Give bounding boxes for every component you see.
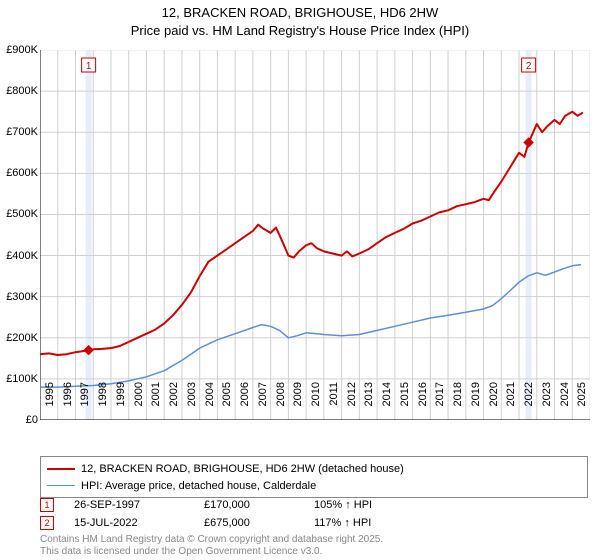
chart-container: 12, BRACKEN ROAD, BRIGHOUSE, HD6 2HW Pri… — [0, 0, 600, 560]
x-tick-label: 2014 — [381, 382, 393, 422]
y-tick-label: £700K — [0, 126, 38, 138]
x-tick-label: 1998 — [97, 382, 109, 422]
chart-svg: 12 — [40, 50, 590, 420]
svg-text:2: 2 — [526, 61, 532, 72]
event-marker-1: 1 — [40, 498, 54, 512]
x-tick-label: 2021 — [505, 382, 517, 422]
event-marker-2-num: 2 — [44, 518, 49, 528]
x-tick-label: 1996 — [62, 382, 74, 422]
y-tick-label: £900K — [0, 44, 38, 56]
event-date-2: 15-JUL-2022 — [74, 517, 204, 529]
legend-swatch-price — [47, 468, 75, 470]
legend: 12, BRACKEN ROAD, BRIGHOUSE, HD6 2HW (de… — [40, 456, 588, 498]
x-tick-label: 2017 — [434, 382, 446, 422]
event-price-2: £675,000 — [204, 517, 314, 529]
y-tick-label: £200K — [0, 332, 38, 344]
x-tick-label: 2020 — [488, 382, 500, 422]
x-tick-label: 2008 — [275, 382, 287, 422]
event-hpi-1: 105% ↑ HPI — [314, 499, 372, 511]
footer-line-1: Contains HM Land Registry data © Crown c… — [40, 534, 383, 546]
x-tick-label: 2011 — [328, 382, 340, 422]
x-tick-label: 1997 — [79, 382, 91, 422]
x-tick-label: 2004 — [204, 382, 216, 422]
title-line-2: Price paid vs. HM Land Registry's House … — [0, 22, 600, 40]
legend-swatch-hpi — [47, 485, 75, 486]
x-tick-label: 2018 — [452, 382, 464, 422]
x-tick-label: 2012 — [346, 382, 358, 422]
event-row: 2 15-JUL-2022 £675,000 117% ↑ HPI — [40, 514, 588, 532]
y-tick-label: £0 — [0, 414, 38, 426]
x-tick-label: 2022 — [523, 382, 535, 422]
x-tick-label: 2019 — [470, 382, 482, 422]
x-tick-label: 2013 — [363, 382, 375, 422]
chart-area: 12 £0£100K£200K£300K£400K£500K£600K£700K… — [40, 50, 590, 420]
y-tick-label: £500K — [0, 208, 38, 220]
y-tick-label: £600K — [0, 167, 38, 179]
event-hpi-2: 117% ↑ HPI — [314, 517, 371, 529]
y-tick-label: £800K — [0, 85, 38, 97]
y-tick-label: £400K — [0, 250, 38, 262]
title-block: 12, BRACKEN ROAD, BRIGHOUSE, HD6 2HW Pri… — [0, 0, 600, 39]
x-tick-label: 2001 — [150, 382, 162, 422]
legend-label-price: 12, BRACKEN ROAD, BRIGHOUSE, HD6 2HW (de… — [81, 461, 404, 478]
legend-label-hpi: HPI: Average price, detached house, Cald… — [81, 478, 316, 495]
x-tick-label: 2007 — [257, 382, 269, 422]
x-tick-label: 2000 — [133, 382, 145, 422]
x-tick-label: 2015 — [399, 382, 411, 422]
x-tick-label: 2016 — [417, 382, 429, 422]
svg-text:1: 1 — [86, 61, 92, 72]
x-tick-label: 1995 — [44, 382, 56, 422]
footer-line-2: This data is licensed under the Open Gov… — [40, 546, 383, 558]
y-tick-label: £300K — [0, 291, 38, 303]
x-tick-label: 2009 — [292, 382, 304, 422]
event-date-1: 26-SEP-1997 — [74, 499, 204, 511]
x-tick-label: 2005 — [221, 382, 233, 422]
event-marker-1-num: 1 — [44, 500, 49, 510]
event-marker-2: 2 — [40, 516, 54, 530]
x-tick-label: 1999 — [115, 382, 127, 422]
event-row: 1 26-SEP-1997 £170,000 105% ↑ HPI — [40, 496, 588, 514]
x-tick-label: 2010 — [310, 382, 322, 422]
y-tick-label: £100K — [0, 373, 38, 385]
x-tick-label: 2023 — [541, 382, 553, 422]
x-tick-label: 2025 — [576, 382, 588, 422]
x-tick-label: 2024 — [559, 382, 571, 422]
x-tick-label: 2006 — [239, 382, 251, 422]
footer: Contains HM Land Registry data © Crown c… — [40, 534, 383, 558]
x-tick-label: 2003 — [186, 382, 198, 422]
legend-row-price: 12, BRACKEN ROAD, BRIGHOUSE, HD6 2HW (de… — [47, 461, 581, 478]
legend-row-hpi: HPI: Average price, detached house, Cald… — [47, 478, 581, 495]
x-tick-label: 2002 — [168, 382, 180, 422]
title-line-1: 12, BRACKEN ROAD, BRIGHOUSE, HD6 2HW — [0, 4, 600, 22]
event-price-1: £170,000 — [204, 499, 314, 511]
events-table: 1 26-SEP-1997 £170,000 105% ↑ HPI 2 15-J… — [40, 496, 588, 532]
